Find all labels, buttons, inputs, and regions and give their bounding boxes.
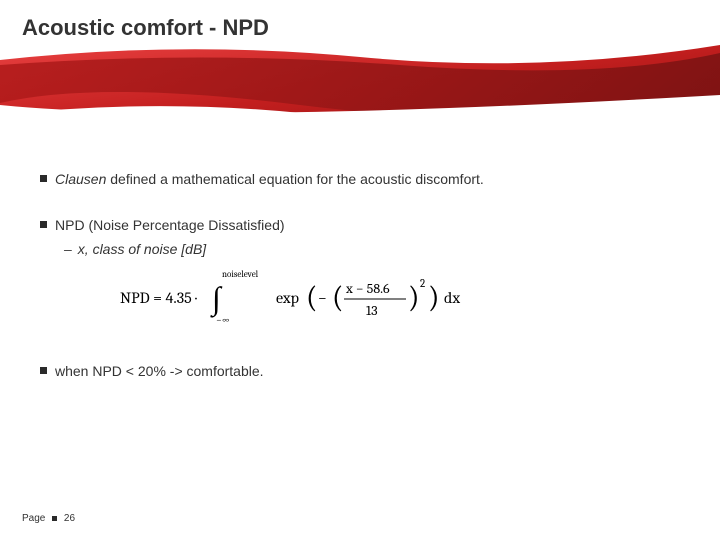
eq-lparen-outer: (: [306, 280, 317, 315]
bullet-2-text: NPD (Noise Percentage Dissatisfied): [55, 216, 285, 236]
eq-integral: ∫: [210, 280, 223, 318]
footer-separator-icon: [52, 516, 57, 521]
eq-lparen-inner: (: [332, 280, 343, 315]
eq-exp: exp: [276, 289, 299, 307]
title-bar: Acoustic comfort - NPD: [22, 8, 720, 48]
eq-lower-limit: −∞: [216, 314, 230, 326]
eq-upper-limit: noiselevel: [222, 270, 259, 280]
bullet-3: when NPD < 20% -> comfortable.: [40, 362, 680, 382]
bullet-1-emphasis: Clausen: [55, 171, 106, 187]
bullet-2-sub: –x, class of noise [dB]: [64, 241, 680, 257]
footer: Page 26: [22, 513, 75, 524]
footer-page-number: 26: [64, 513, 75, 524]
bullet-marker: [40, 175, 47, 182]
equation: NPD = 4.35 · ∫ noiselevel −∞ exp ( − ( x…: [120, 267, 520, 332]
content-area: Clausen defined a mathematical equation …: [40, 170, 680, 408]
footer-page-label: Page: [22, 513, 45, 524]
eq-rparen-outer: ): [428, 280, 439, 315]
bullet-2-sub-text: x, class of noise [dB]: [78, 241, 206, 257]
bullet-marker: [40, 221, 47, 228]
eq-tail: dx: [444, 289, 460, 307]
slide-title: Acoustic comfort - NPD: [22, 15, 269, 41]
bullet-2: NPD (Noise Percentage Dissatisfied): [40, 216, 680, 236]
eq-exponent: 2: [420, 277, 425, 290]
bullet-3-text: when NPD < 20% -> comfortable.: [55, 362, 264, 382]
eq-rparen-inner: ): [408, 280, 419, 315]
eq-numerator: x − 58.6: [345, 280, 390, 297]
eq-label: NPD = 4.35 ·: [120, 289, 197, 307]
bullet-1: Clausen defined a mathematical equation …: [40, 170, 680, 190]
bullet-1-rest: defined a mathematical equation for the …: [106, 171, 483, 187]
eq-minus: −: [318, 289, 327, 307]
eq-denominator: 13: [366, 302, 378, 319]
header-red-swoosh: [0, 45, 720, 125]
sub-dash: –: [64, 241, 72, 257]
bullet-1-text: Clausen defined a mathematical equation …: [55, 170, 484, 190]
bullet-marker: [40, 367, 47, 374]
